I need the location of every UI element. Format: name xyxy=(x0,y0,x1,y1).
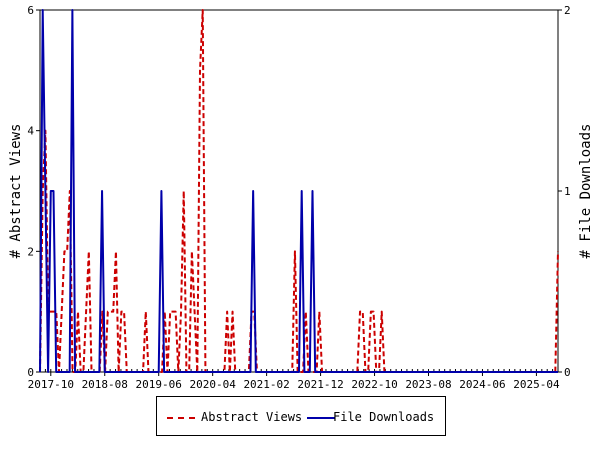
y-left-tick-label: 2 xyxy=(27,245,34,258)
y-left-tick-label: 4 xyxy=(27,125,34,138)
y-right-tick-label: 0 xyxy=(564,366,571,379)
legend-label-abstract-views: Abstract Views xyxy=(201,410,303,424)
x-tick-label: 2018-08 xyxy=(82,378,128,391)
series-line-file-downloads xyxy=(39,9,558,373)
y-right-tick-label: 2 xyxy=(564,4,571,17)
x-tick-label: 2023-08 xyxy=(405,378,451,391)
y-left-tick-label: 0 xyxy=(27,366,34,379)
legend-swatch-abstract-views xyxy=(167,417,195,419)
x-tick-label: 2021-02 xyxy=(243,378,289,391)
y-left-axis-title: # Abstract Views xyxy=(8,124,24,259)
y-left-tick-label: 6 xyxy=(27,4,34,17)
x-tick-label: 2019-06 xyxy=(136,378,182,391)
legend-label-file-downloads: File Downloads xyxy=(333,410,435,424)
x-tick-label: 2017-10 xyxy=(28,378,74,391)
y-right-axis-title: # File Downloads xyxy=(578,124,594,259)
x-tick-label: 2025-04 xyxy=(513,378,560,391)
x-tick-label: 2020-04 xyxy=(189,378,236,391)
x-tick-label: 2024-06 xyxy=(459,378,505,391)
legend: Abstract Views File Downloads xyxy=(156,396,446,436)
y-right-tick-label: 1 xyxy=(564,185,571,198)
legend-swatch-file-downloads xyxy=(307,417,335,419)
x-tick-label: 2022-10 xyxy=(351,378,397,391)
x-tick-label: 2021-12 xyxy=(297,378,343,391)
